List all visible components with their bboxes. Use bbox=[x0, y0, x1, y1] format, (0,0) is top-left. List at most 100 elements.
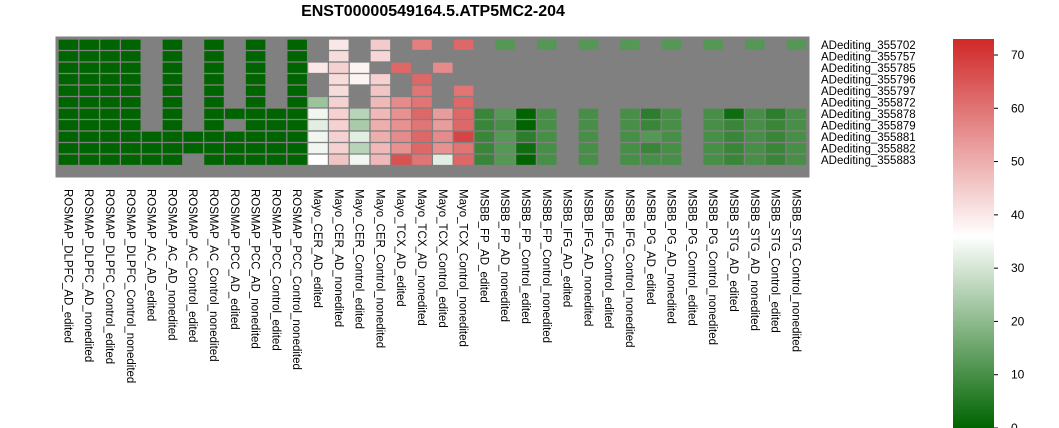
heatmap-cell bbox=[370, 74, 391, 85]
heatmap-cell bbox=[641, 154, 661, 165]
heatmap-cell bbox=[308, 143, 328, 154]
column-label: ROSMAP_AC_Control_nonedited bbox=[207, 189, 219, 362]
heatmap-cell bbox=[121, 131, 141, 142]
heatmap-cell bbox=[516, 62, 536, 73]
heatmap-cell bbox=[745, 85, 765, 96]
heatmap-cell bbox=[453, 85, 474, 96]
heatmap-cell bbox=[308, 131, 328, 142]
heatmap-cell bbox=[266, 39, 287, 50]
heatmap-cell bbox=[329, 154, 349, 165]
heatmap-cell bbox=[287, 131, 307, 142]
heatmap-cell bbox=[204, 154, 224, 165]
heatmap-cell bbox=[599, 74, 619, 85]
heatmap-cell bbox=[183, 51, 203, 62]
column-label: MSBB_STG_AD_edited bbox=[727, 189, 739, 312]
heatmap-cell bbox=[412, 51, 432, 62]
heatmap-cell bbox=[703, 154, 723, 165]
heatmap-cell bbox=[412, 39, 432, 50]
column-label: ROSMAP_PCC_AD_nonedited bbox=[249, 189, 261, 349]
heatmap-cell bbox=[682, 154, 703, 165]
column-label: MSBB_FP_AD_nonedited bbox=[498, 189, 510, 322]
heatmap-cell bbox=[391, 154, 411, 165]
heatmap-cell bbox=[453, 120, 474, 131]
heatmap-cell bbox=[495, 51, 515, 62]
colorbar-tick-label: 40 bbox=[1011, 208, 1025, 222]
heatmap-cell bbox=[474, 74, 495, 85]
heatmap-cell bbox=[682, 74, 703, 85]
heatmap-cell bbox=[724, 120, 744, 131]
heatmap-cell bbox=[474, 85, 495, 96]
chart-title: ENST00000549164.5.ATP5MC2-204 bbox=[301, 3, 565, 20]
heatmap-cell bbox=[100, 97, 120, 108]
heatmap-cell bbox=[79, 131, 99, 142]
heatmap-cell bbox=[495, 120, 515, 131]
heatmap-cell bbox=[474, 154, 495, 165]
heatmap-cell bbox=[329, 120, 349, 131]
heatmap-cell bbox=[287, 97, 307, 108]
row-label: ADediting_355878 bbox=[821, 109, 916, 121]
heatmap-cell bbox=[329, 74, 349, 85]
heatmap-cell bbox=[453, 154, 474, 165]
heatmap-cell bbox=[329, 51, 349, 62]
column-label: MSBB_PG_Control_nonedited bbox=[706, 189, 718, 345]
heatmap-cell bbox=[724, 74, 744, 85]
heatmap-cell bbox=[578, 108, 599, 119]
column-label: Mayo_CER_AD_edited bbox=[311, 189, 323, 308]
heatmap-cell bbox=[391, 108, 411, 119]
column-label: ROSMAP_DLPFC_AD_nonedited bbox=[82, 189, 94, 362]
heatmap-cell bbox=[495, 143, 515, 154]
heatmap-cell bbox=[287, 108, 307, 119]
heatmap-cell bbox=[329, 131, 349, 142]
heatmap-cell bbox=[412, 154, 432, 165]
row-label: ADediting_355882 bbox=[821, 143, 916, 155]
heatmap-cell bbox=[765, 131, 786, 142]
heatmap-cell bbox=[537, 85, 557, 96]
column-label: MSBB_STG_Control_nonedited bbox=[789, 189, 801, 352]
heatmap-cell bbox=[724, 39, 744, 50]
heatmap-cell bbox=[287, 154, 307, 165]
heatmap-cell bbox=[786, 85, 807, 96]
heatmap-cell bbox=[557, 154, 578, 165]
heatmap-cell bbox=[391, 143, 411, 154]
heatmap-cell bbox=[433, 108, 453, 119]
row-label: ADediting_355785 bbox=[821, 63, 916, 75]
heatmap-cell bbox=[745, 131, 765, 142]
heatmap-cell bbox=[537, 51, 557, 62]
heatmap-cell bbox=[495, 97, 515, 108]
heatmap-cell bbox=[765, 39, 786, 50]
heatmap-cell bbox=[329, 85, 349, 96]
heatmap-cell bbox=[474, 39, 495, 50]
heatmap-cell bbox=[141, 108, 162, 119]
heatmap-cell bbox=[578, 62, 599, 73]
heatmap-cell bbox=[162, 120, 183, 131]
heatmap-cell bbox=[557, 51, 578, 62]
heatmap-cell bbox=[287, 143, 307, 154]
heatmap-cell bbox=[204, 39, 224, 50]
heatmap-cell bbox=[121, 120, 141, 131]
heatmap-cell bbox=[266, 120, 287, 131]
heatmap-cell bbox=[433, 85, 453, 96]
heatmap-cell bbox=[79, 62, 99, 73]
heatmap-cell bbox=[557, 39, 578, 50]
heatmap-cell bbox=[58, 85, 79, 96]
heatmap-cell bbox=[245, 74, 266, 85]
heatmap-cell bbox=[349, 154, 370, 165]
heatmap-cell bbox=[121, 154, 141, 165]
heatmap-cell bbox=[225, 97, 245, 108]
heatmap-cell bbox=[58, 39, 79, 50]
heatmap-cell bbox=[391, 51, 411, 62]
heatmap-cell bbox=[412, 62, 432, 73]
heatmap-cell bbox=[641, 143, 661, 154]
heatmap-cell bbox=[661, 85, 682, 96]
heatmap-cell bbox=[786, 143, 807, 154]
heatmap-cell bbox=[433, 51, 453, 62]
column-label: Mayo_TCX_AD_edited bbox=[394, 189, 406, 307]
heatmap-cell bbox=[537, 108, 557, 119]
heatmap-cell bbox=[765, 85, 786, 96]
heatmap-cell bbox=[703, 97, 723, 108]
heatmap-cell bbox=[412, 120, 432, 131]
heatmap-cell bbox=[204, 74, 224, 85]
heatmap-cell bbox=[495, 154, 515, 165]
colorbar-tick-label: 0 bbox=[1011, 421, 1018, 428]
heatmap-cell bbox=[204, 97, 224, 108]
